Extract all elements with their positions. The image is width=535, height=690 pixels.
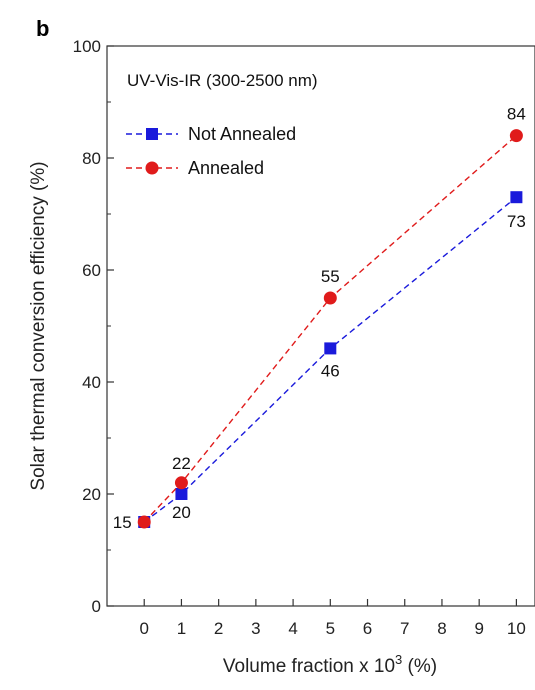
x-axis-title-sup: 3: [395, 652, 402, 667]
y-tick-label-0: 0: [92, 597, 101, 616]
plot-frame: [106, 45, 535, 607]
chart-annotation: UV-Vis-IR (300-2500 nm): [127, 71, 318, 90]
data-label-s1-1: 22: [172, 454, 191, 473]
data-label-s1-3: 84: [507, 105, 526, 124]
y-tick-label-2: 40: [82, 373, 101, 392]
x-axis: 0 1 2 3 4 5 6 7 8 9 10: [139, 599, 526, 638]
x-tick-label-1: 1: [177, 619, 186, 638]
legend-marker-0: [146, 128, 158, 140]
x-tick-label-5: 5: [326, 619, 335, 638]
series-line-0: [143, 196, 517, 523]
data-label-s1-2: 55: [321, 267, 340, 286]
x-axis-title: Volume fraction x 103 (%): [223, 652, 437, 677]
x-tick-label-4: 4: [288, 619, 297, 638]
data-label-s1-0: 15: [113, 513, 132, 532]
data-point-s0-3: [510, 191, 523, 204]
legend-label-1: Annealed: [188, 158, 264, 178]
legend: Not Annealed Annealed: [126, 124, 296, 178]
x-tick-label-7: 7: [400, 619, 409, 638]
x-tick-label-0: 0: [139, 619, 148, 638]
x-tick-label-6: 6: [363, 619, 372, 638]
x-axis-title-suffix: (%): [402, 656, 437, 677]
data-label-s0-3: 73: [507, 212, 526, 231]
y-tick-label-3: 60: [82, 261, 101, 280]
data-label-s0-1: 20: [172, 503, 191, 522]
series-layer: 20 46 73 15 22 55 84: [113, 105, 526, 532]
x-tick-label-8: 8: [437, 619, 446, 638]
data-point-s1-2: [323, 291, 337, 305]
series-line-1: [143, 135, 517, 523]
legend-label-0: Not Annealed: [188, 124, 296, 144]
data-point-s0-2: [324, 342, 337, 355]
y-tick-label-1: 20: [82, 485, 101, 504]
legend-marker-1: [145, 161, 159, 175]
x-tick-label-3: 3: [251, 619, 260, 638]
data-point-s1-0: [137, 515, 151, 529]
data-point-s1-3: [509, 129, 523, 143]
x-tick-label-10: 10: [507, 619, 526, 638]
x-axis-title-main: Volume fraction x 10: [223, 656, 395, 677]
y-axis: 0 20 40 60 80 100: [73, 37, 114, 616]
panel-letter: b: [36, 16, 49, 41]
y-axis-title: Solar thermal conversion efficiency (%): [28, 161, 49, 490]
data-label-s0-2: 46: [321, 361, 340, 380]
data-point-s0-1: [175, 488, 188, 500]
y-tick-label-5: 100: [73, 37, 101, 56]
y-tick-label-4: 80: [82, 149, 101, 168]
x-tick-label-9: 9: [474, 619, 483, 638]
data-point-s1-1: [174, 476, 188, 490]
x-tick-label-2: 2: [214, 619, 223, 638]
